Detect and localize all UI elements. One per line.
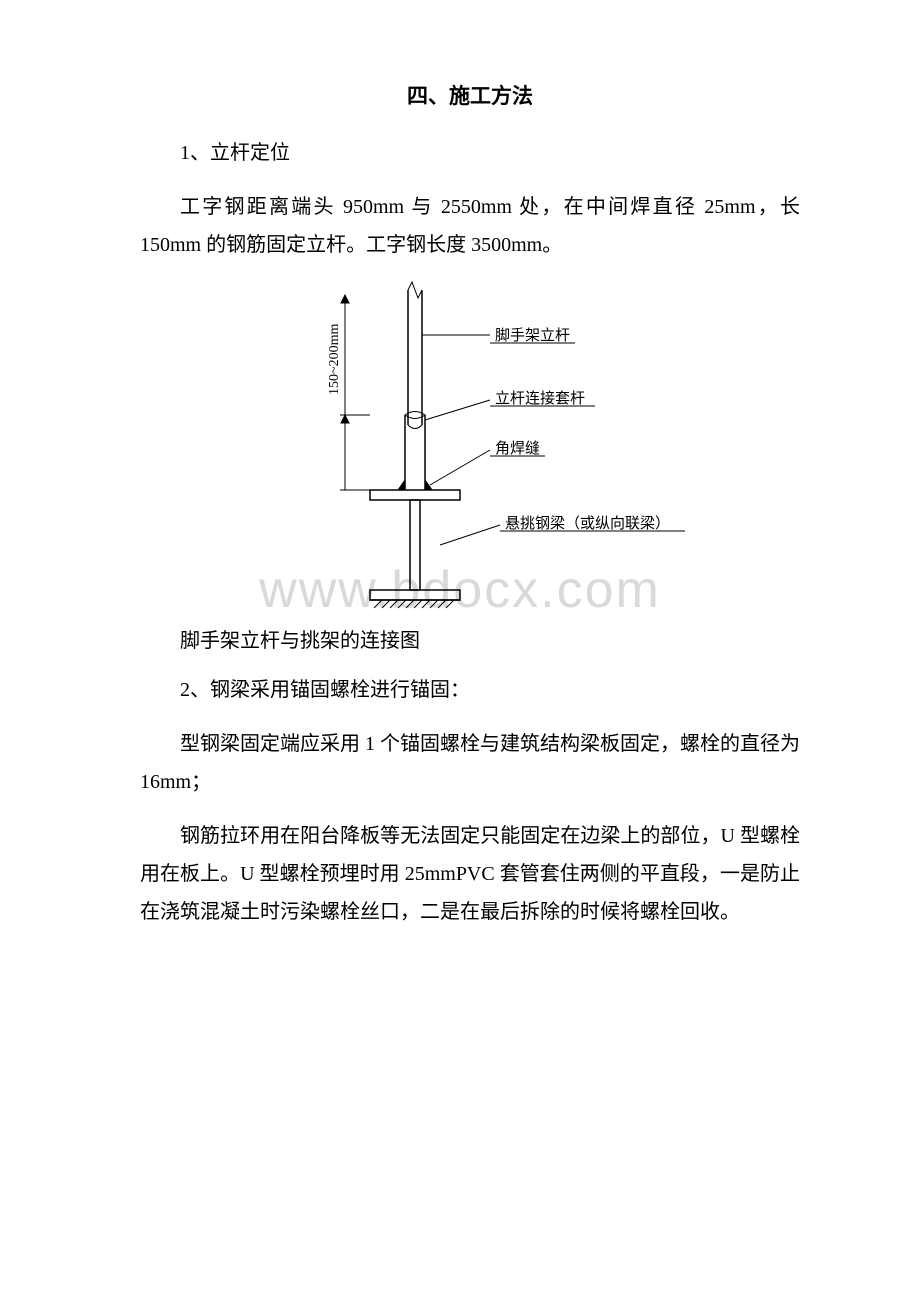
diagram-caption: 脚手架立杆与挑架的连接图 [140, 624, 420, 653]
label-post: 脚手架立杆 [495, 327, 570, 344]
connection-diagram: 150~200mm 脚手架立杆 立杆连接套杆 角焊缝 悬挑钢梁（或纵向联梁） [240, 280, 700, 620]
subsection-1-paragraph: 工字钢距离端头 950mm 与 2550mm 处，在中间焊直径 25mm，长 1… [140, 188, 800, 264]
dim-label: 150~200mm [327, 324, 342, 395]
label-weld: 角焊缝 [495, 440, 540, 457]
diagram-container: 150~200mm 脚手架立杆 立杆连接套杆 角焊缝 悬挑钢梁（或纵向联梁） [140, 280, 800, 653]
section-heading: 四、施工方法 [140, 80, 800, 110]
subsection-2-title: 2、钢梁采用锚固螺栓进行锚固： [140, 671, 800, 709]
label-beam: 悬挑钢梁（或纵向联梁） [505, 515, 670, 532]
subsection-2-para-2: 钢筋拉环用在阳台降板等无法固定只能固定在边梁上的部位，U 型螺栓用在板上。U 型… [140, 817, 800, 931]
subsection-2-para-1: 型钢梁固定端应采用 1 个锚固螺栓与建筑结构梁板固定，螺栓的直径为 16mm； [140, 725, 800, 801]
label-sleeve: 立杆连接套杆 [495, 390, 585, 407]
subsection-1-title: 1、立杆定位 [140, 134, 800, 172]
